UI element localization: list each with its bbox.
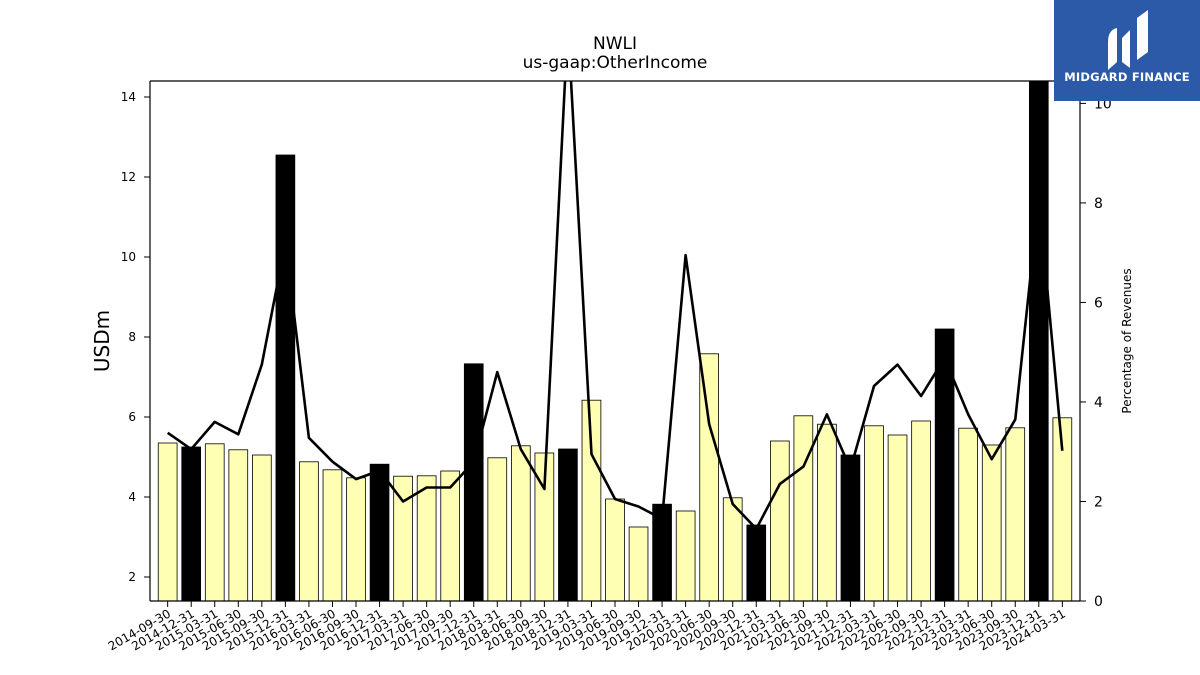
bar xyxy=(746,524,767,601)
midgard-logo: MIDGARD FINANCE xyxy=(1054,0,1200,101)
y2-tick-label: 4 xyxy=(1094,395,1103,411)
y2-tick-label: 0 xyxy=(1094,594,1103,610)
bar xyxy=(275,154,296,601)
bar xyxy=(463,363,484,601)
y2-tick-label: 6 xyxy=(1094,295,1103,311)
bar xyxy=(228,449,249,601)
series-line xyxy=(166,81,1064,531)
y-tick-label: 8 xyxy=(128,330,136,344)
bar xyxy=(487,457,508,601)
bar xyxy=(299,461,319,601)
bar xyxy=(440,470,461,601)
bar xyxy=(157,442,178,601)
bar xyxy=(1028,81,1049,601)
bar xyxy=(652,503,672,601)
bar xyxy=(675,510,696,601)
bar xyxy=(204,443,225,601)
bar xyxy=(958,427,978,601)
y2-tick-label: 2 xyxy=(1094,494,1103,510)
y-tick-label: 6 xyxy=(128,410,136,424)
chart-subtitle: us-gaap:OtherIncome xyxy=(523,53,708,73)
y-tick-label: 12 xyxy=(121,170,136,184)
bar xyxy=(722,497,743,601)
axes: 246810121402468102014-09-302014-12-31201… xyxy=(106,80,1112,653)
y-tick-label: 4 xyxy=(128,490,136,504)
bar xyxy=(581,399,602,601)
bar xyxy=(534,452,555,601)
bar xyxy=(817,423,837,601)
bar xyxy=(1005,427,1026,601)
bar xyxy=(911,420,931,601)
bar xyxy=(699,353,719,601)
y2-axis-label: Percentage of Revenues xyxy=(1120,268,1134,413)
y-tick-label: 14 xyxy=(121,90,136,104)
bar xyxy=(887,434,908,601)
bar xyxy=(252,454,272,601)
bar xyxy=(934,328,955,601)
bar xyxy=(416,475,437,601)
bar xyxy=(558,448,578,601)
bar xyxy=(393,475,413,601)
logo-brand-text: MIDGARD FINANCE xyxy=(1064,70,1190,84)
bar xyxy=(769,440,790,601)
bar xyxy=(628,526,649,601)
midgard-logo-icon xyxy=(1108,10,1148,70)
bar xyxy=(793,415,814,601)
bar xyxy=(840,454,861,601)
bar xyxy=(864,425,884,601)
chart-title: NWLI xyxy=(593,34,637,54)
bar xyxy=(981,444,1002,601)
line-series xyxy=(166,81,1064,531)
y2-tick-label: 8 xyxy=(1094,196,1103,212)
bar xyxy=(322,469,343,601)
y-axis-label: USDm xyxy=(90,310,114,372)
bar xyxy=(369,463,390,601)
bar xyxy=(346,477,366,601)
bar-series xyxy=(157,81,1073,601)
y-tick-label: 2 xyxy=(128,570,136,584)
y-tick-label: 10 xyxy=(121,250,136,264)
bar xyxy=(181,446,202,601)
bar xyxy=(605,498,625,601)
bar xyxy=(511,445,531,601)
